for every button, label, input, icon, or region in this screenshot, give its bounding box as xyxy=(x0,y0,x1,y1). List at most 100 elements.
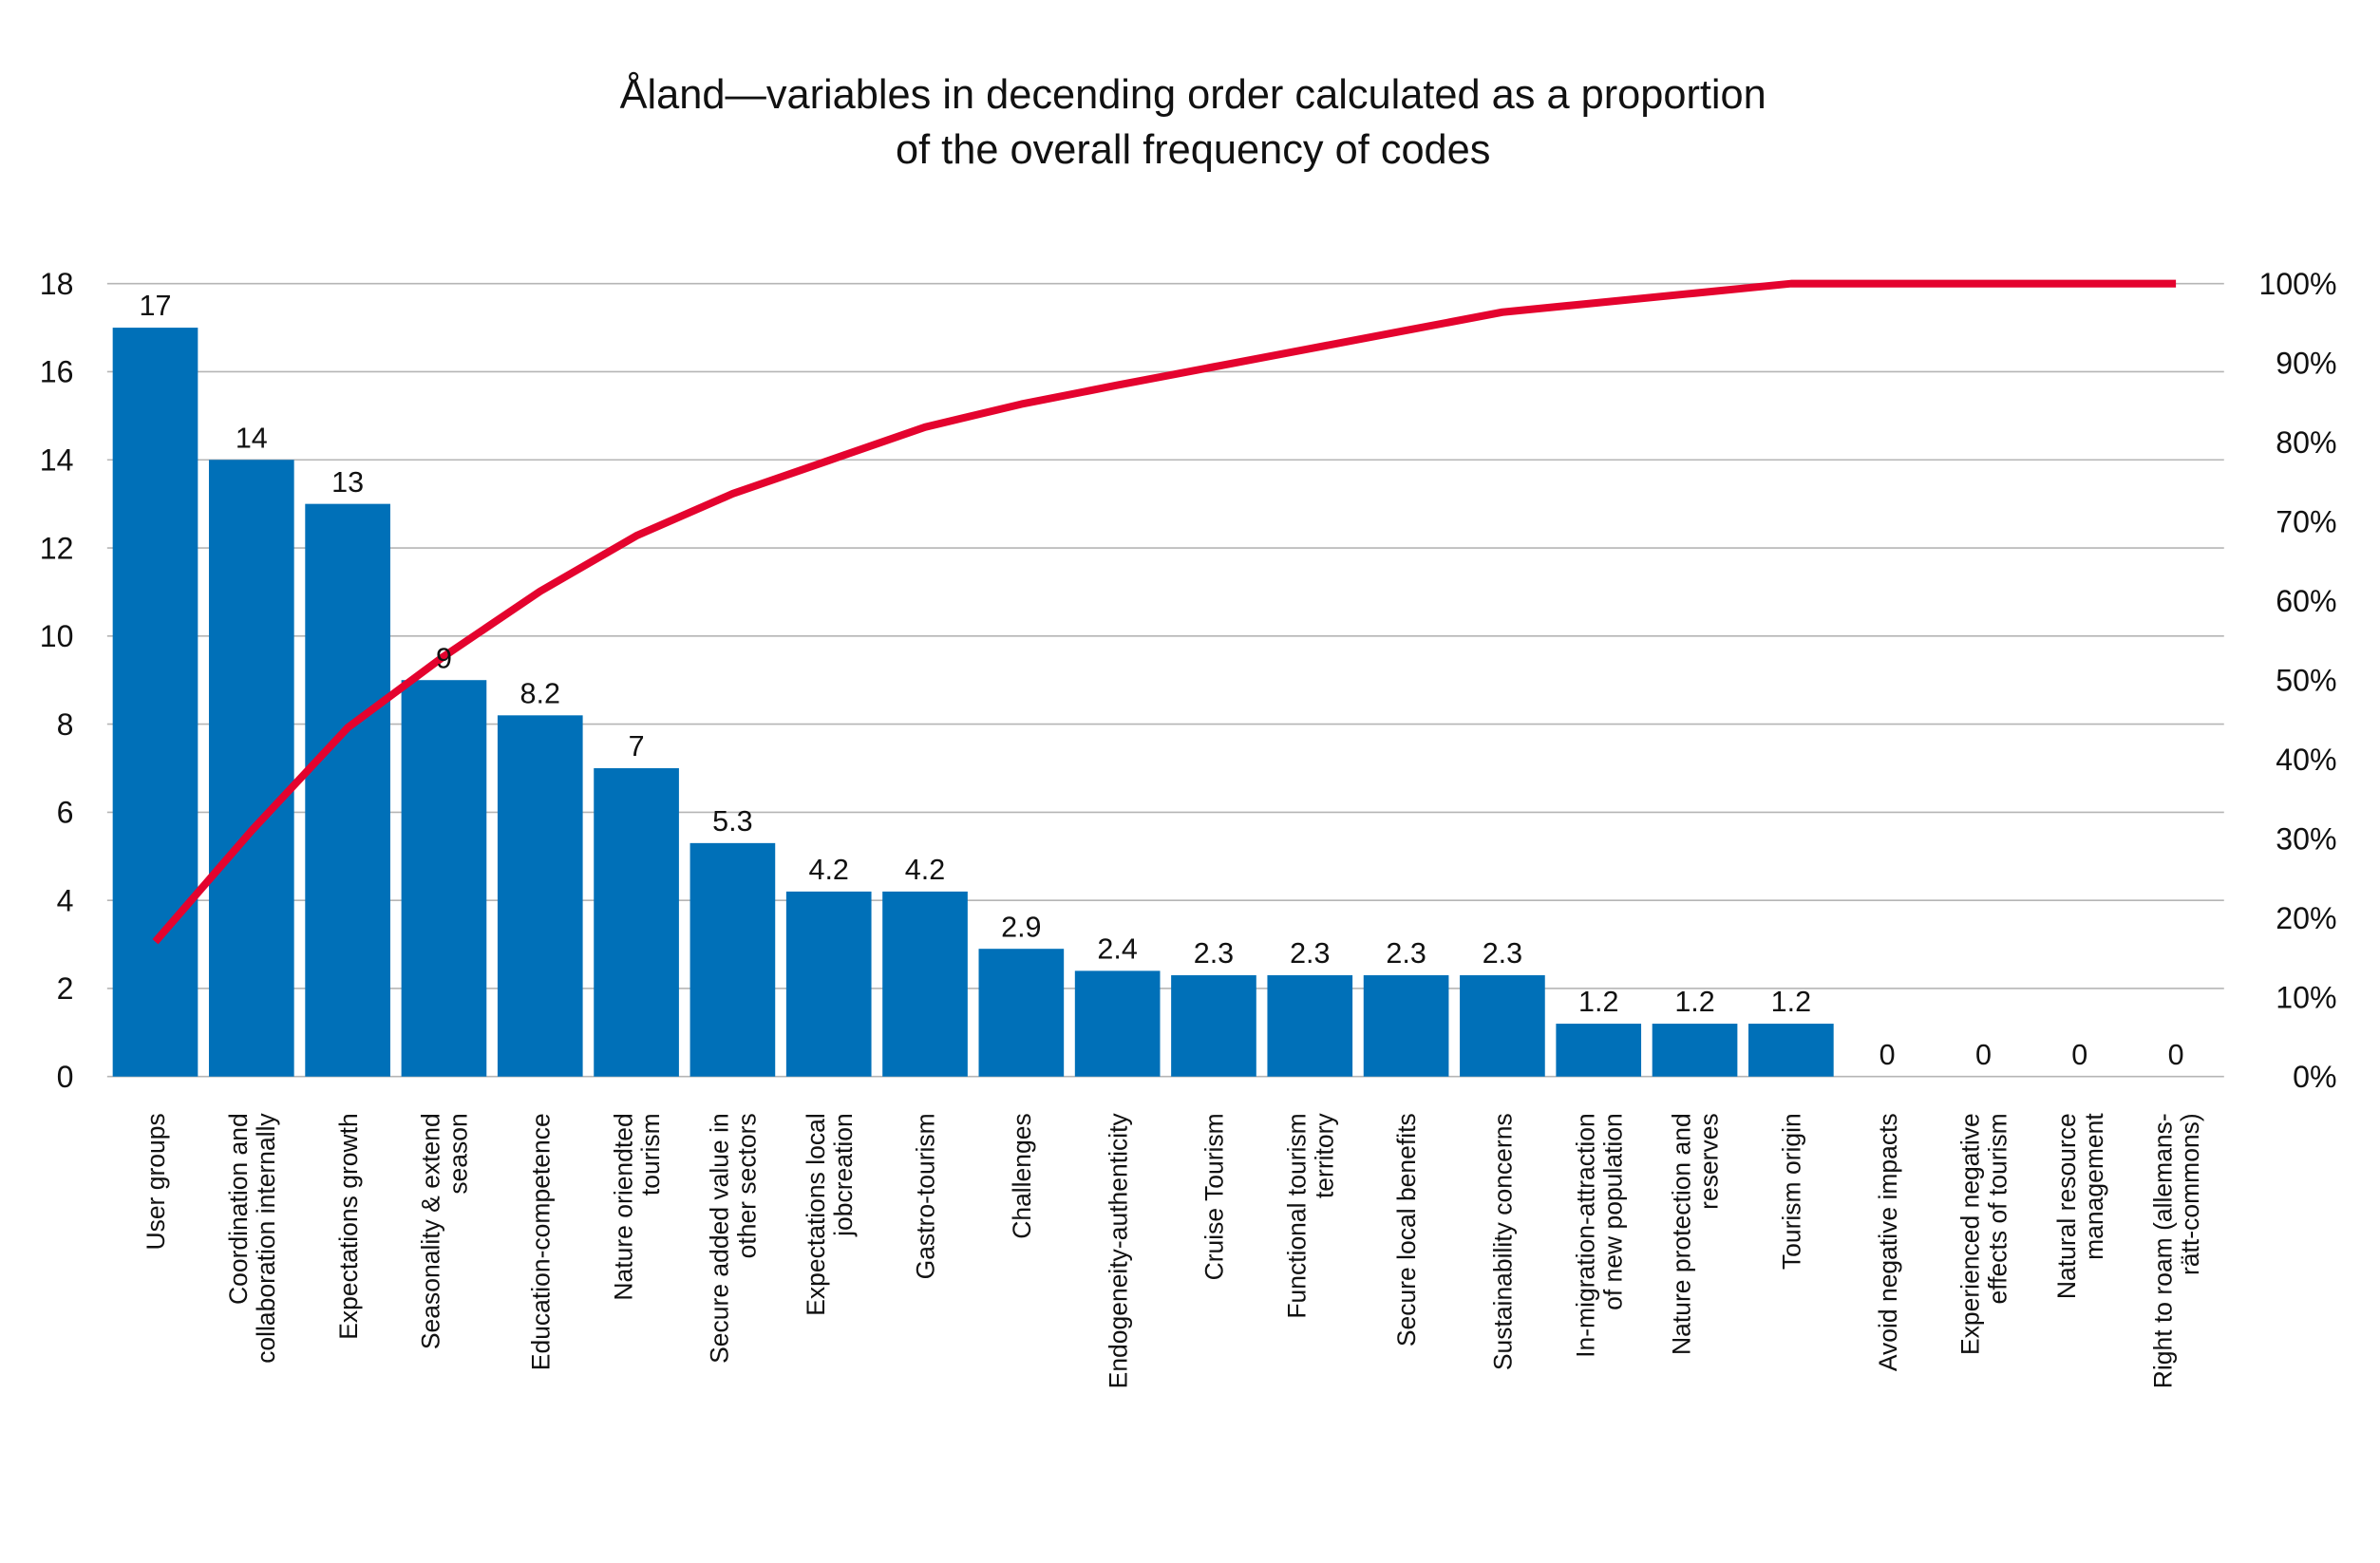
bar-value-label: 4.2 xyxy=(905,854,945,886)
bar xyxy=(785,891,872,1077)
bar xyxy=(594,767,679,1077)
category-label: Natural resource xyxy=(2052,1113,2081,1299)
bar-value-label: 1.2 xyxy=(1674,986,1714,1018)
left-tick-label: 16 xyxy=(40,355,74,389)
right-tick-label: 100% xyxy=(2258,267,2336,301)
right-tick-label: 50% xyxy=(2276,663,2336,697)
bar-value-label: 5.3 xyxy=(712,805,752,838)
category-label: Sustainability concerns xyxy=(1489,1113,1518,1370)
bar-value-label: 0 xyxy=(2168,1039,2184,1071)
bar xyxy=(1652,1024,1738,1077)
bar-value-label: 2.3 xyxy=(1290,937,1330,970)
left-tick-label: 12 xyxy=(40,531,74,565)
bar-value-label: 7 xyxy=(629,730,645,763)
left-axis: 0 2 4 6 8 10 12 14 16 18 xyxy=(40,267,74,1094)
category-label: Education-competence xyxy=(526,1113,555,1370)
category-label: Experienced negative xyxy=(1956,1113,1985,1355)
left-tick-label: 2 xyxy=(57,971,74,1006)
chart-title-line-2: of the overall frequency of codes xyxy=(896,127,1490,173)
x-axis-categories: User groups Coordination andcollaboration… xyxy=(142,1113,2204,1389)
category-label: other sectors xyxy=(732,1113,761,1258)
data-labels: 17 14 13 9 8.2 7 5.3 4.2 4.2 2.9 2.4 2.3 2.3 2.3 2.3 1.… xyxy=(140,290,2184,1071)
bar xyxy=(1460,975,1545,1077)
right-tick-label: 0% xyxy=(2293,1060,2336,1094)
category-label: reserves xyxy=(1695,1113,1724,1210)
bar-value-label: 2.3 xyxy=(1386,937,1426,970)
bar xyxy=(1267,975,1353,1077)
bar-value-label: 9 xyxy=(436,642,452,674)
bar xyxy=(305,503,390,1077)
category-label: Endogeneity-authenticity xyxy=(1104,1113,1132,1389)
category-label: management xyxy=(2080,1113,2108,1260)
bar-value-label: 0 xyxy=(2071,1039,2087,1071)
bar-value-label: 8.2 xyxy=(520,677,560,709)
chart-title-line-1: Åland—variables in decending order calcu… xyxy=(620,72,1766,118)
right-tick-label: 30% xyxy=(2276,821,2336,856)
left-tick-label: 8 xyxy=(57,707,74,742)
cumulative-line xyxy=(152,279,2177,945)
bar xyxy=(978,949,1065,1077)
bar xyxy=(1363,975,1449,1077)
category-label: User groups xyxy=(142,1113,170,1250)
category-label: Nature protection and xyxy=(1668,1113,1696,1355)
category-label: collaboration internally xyxy=(252,1113,280,1364)
left-tick-label: 6 xyxy=(57,796,74,830)
category-label: tourism xyxy=(636,1113,665,1196)
bar-value-label: 2.3 xyxy=(1194,937,1234,970)
left-tick-label: 0 xyxy=(57,1060,74,1094)
bar xyxy=(1171,975,1256,1077)
category-label: of new population xyxy=(1598,1113,1627,1310)
bar xyxy=(497,715,583,1077)
right-tick-label: 70% xyxy=(2276,504,2336,538)
right-tick-label: 60% xyxy=(2276,584,2336,618)
category-label: effects of tourism xyxy=(1984,1113,2012,1304)
bar-value-label: 0 xyxy=(1879,1039,1896,1071)
right-tick-label: 80% xyxy=(2276,425,2336,460)
category-label: rätt-commons) xyxy=(2176,1113,2204,1275)
category-label: season xyxy=(444,1113,473,1194)
category-label: jobcreation xyxy=(829,1113,858,1237)
category-label: Nature oriendted xyxy=(609,1113,637,1300)
category-label: Secure local benefits xyxy=(1392,1113,1421,1346)
category-label: Secure added value in xyxy=(706,1113,734,1364)
category-label: Seasonality & extend xyxy=(417,1113,445,1349)
bar xyxy=(1748,1024,1834,1077)
right-tick-label: 40% xyxy=(2276,743,2336,777)
left-tick-label: 18 xyxy=(40,267,74,301)
right-tick-label: 90% xyxy=(2276,346,2336,380)
bar xyxy=(1074,970,1161,1077)
category-label: Tourism origin xyxy=(1777,1113,1805,1270)
bar xyxy=(1556,1024,1642,1077)
bar xyxy=(208,460,294,1077)
bar-value-label: 2.9 xyxy=(1001,911,1041,943)
bar-value-label: 4.2 xyxy=(809,854,849,886)
category-label: territory xyxy=(1310,1113,1338,1199)
bar-value-label: 1.2 xyxy=(1578,986,1618,1018)
category-label: Functional tourism xyxy=(1282,1113,1311,1318)
bar xyxy=(689,842,776,1077)
category-label: Expectations local xyxy=(802,1113,830,1315)
category-label: Avoid negative impacts xyxy=(1874,1113,1902,1371)
cumulative-percent-line xyxy=(152,279,2177,945)
bar xyxy=(112,328,198,1077)
left-tick-label: 14 xyxy=(40,443,74,477)
bar-value-label: 13 xyxy=(331,466,364,499)
bar-value-label: 17 xyxy=(140,290,172,322)
bar-value-label: 1.2 xyxy=(1771,986,1811,1018)
right-tick-label: 20% xyxy=(2276,901,2336,935)
category-label: Gastro-tourism xyxy=(912,1113,940,1279)
left-tick-label: 10 xyxy=(40,619,74,653)
bars xyxy=(112,328,1834,1077)
category-label: In-migration-attraction xyxy=(1571,1113,1599,1358)
category-label: Coordination and xyxy=(224,1113,253,1305)
category-label: Cruise Tourism xyxy=(1200,1113,1229,1280)
bar-value-label: 2.4 xyxy=(1097,933,1137,966)
category-label: Challenges xyxy=(1008,1113,1036,1239)
left-tick-label: 4 xyxy=(57,883,74,917)
bar-value-label: 0 xyxy=(1975,1039,1992,1071)
bar-value-label: 14 xyxy=(236,422,268,454)
bar-value-label: 2.3 xyxy=(1483,937,1522,970)
category-label: Expectations growth xyxy=(334,1113,363,1339)
category-label: Right to roam (allemans- xyxy=(2148,1113,2177,1388)
